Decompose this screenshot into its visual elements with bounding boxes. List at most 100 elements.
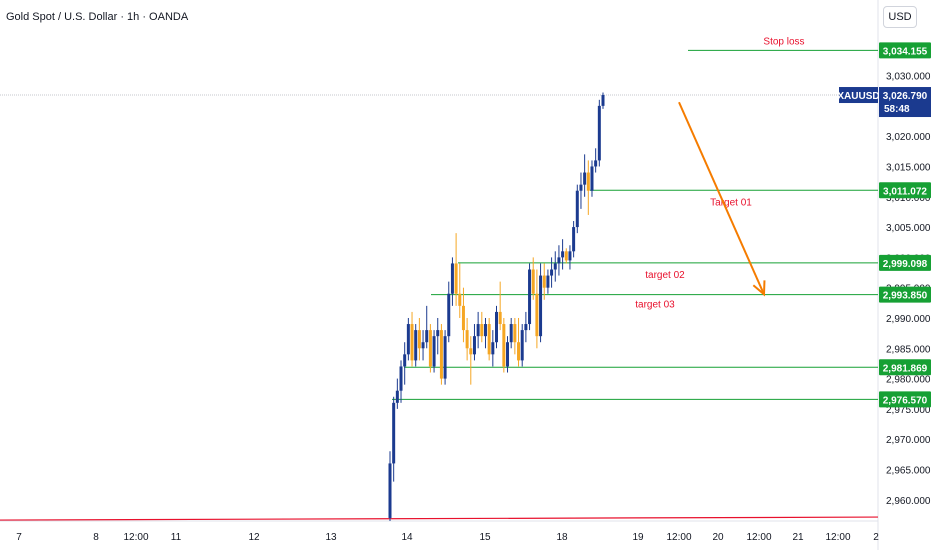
candle [461,287,465,343]
down-arrow-line [678,101,765,295]
y-tick-label: 2,960.000 [886,496,931,507]
candle [414,324,418,367]
level-badge-text: 3,034.155 [883,46,928,57]
y-tick-label: 2,965.000 [886,465,931,476]
candle-body [417,330,421,349]
level-annotation: target 03 [635,300,675,311]
candle-body [553,263,557,270]
candle-body [531,269,535,294]
candle [432,330,436,373]
countdown-text: 58:48 [884,104,910,115]
level-price-badge: 2,993.850 [879,286,931,303]
candle [447,281,451,343]
x-tick-label: 12:00 [123,532,148,543]
candle-body [439,330,443,379]
level-price-badge: 2,976.570 [879,391,931,408]
candle [572,221,576,258]
candle-body [579,184,583,191]
x-tick-label: 11 [171,532,182,543]
candle-body [450,263,454,294]
candle-body [550,269,554,276]
current-price-badge-background [879,87,931,118]
candle-body [506,342,510,367]
candle-body [557,257,561,264]
candle [517,317,521,367]
y-tick-label: 2,980.000 [886,375,931,386]
x-tick-label: 14 [401,532,413,543]
candle-body [436,330,440,337]
candle-body [425,330,429,343]
candle [539,263,543,343]
candle [450,257,454,306]
symbol-badge-text: XAUUSD [837,91,879,102]
candle-body [520,330,524,361]
candle-body [524,324,528,331]
candle-body [399,366,403,391]
candle [553,251,557,282]
candle-body [428,330,432,367]
candle-body [421,342,425,349]
candle [454,233,458,306]
candle-body [575,190,579,228]
x-tick-label: 7 [16,532,22,543]
down-arrow-head [752,280,766,297]
candle-body [528,269,532,325]
x-tick-label: 12:00 [825,532,850,543]
candle [524,311,528,343]
current-price-badge: XAUUSD 3,026.790 58:48 [837,87,931,118]
candle-body [583,172,587,185]
candle-body [535,293,539,337]
level-lines-layer: Stop loss Target 01 target 02 target 03 [392,36,878,400]
y-tick-label: 3,020.000 [886,132,931,143]
x-tick-label: 12:00 [746,532,771,543]
currency-selector[interactable]: USD [883,6,917,28]
candle [388,451,392,521]
candle [399,360,403,403]
current-price-text: 3,026.790 [883,91,928,102]
candle [403,342,407,385]
candle [428,324,432,373]
candle-body [447,293,451,337]
level-annotation: Target 01 [710,197,752,208]
candle [425,305,429,349]
candle-body [476,324,480,337]
candle-body [406,324,410,355]
candle [421,330,425,361]
level-badge-background [879,286,931,303]
candle-body [513,324,517,343]
candle-body [487,324,491,355]
candle-body [495,311,498,343]
candle [417,317,421,361]
y-tick-label: 2,970.000 [886,435,931,446]
candle [443,330,447,385]
candle [469,336,473,385]
candle [480,311,484,343]
candle [495,305,498,349]
candle [531,257,535,300]
candle [472,324,476,361]
candle [476,311,480,349]
level-annotation: Stop loss [763,36,804,47]
candle [594,148,598,173]
candle [590,160,594,197]
chart-title: Gold Spot / U.S. Dollar · 1h · OANDA [6,11,189,23]
red-horizontal-line-layer [0,516,879,521]
candle-body [564,251,568,261]
candle-body [542,275,546,288]
candle [392,396,396,482]
x-tick-label: 12 [248,532,260,543]
candle-body [597,105,601,161]
x-tick-label: 18 [556,532,568,543]
candle-body [465,330,469,349]
x-tick-label: 21 [792,532,804,543]
candle [487,317,491,361]
candle [498,281,502,331]
candle [557,245,561,276]
candle-body [483,324,487,337]
candle-body [594,160,598,167]
candle-body [590,166,594,191]
time-axis[interactable]: 7 8 12:00 11 12 13 14 15 18 19 12:00 20 12:00 21 12:00… [16,532,879,543]
x-tick-label: 2 [873,532,879,543]
